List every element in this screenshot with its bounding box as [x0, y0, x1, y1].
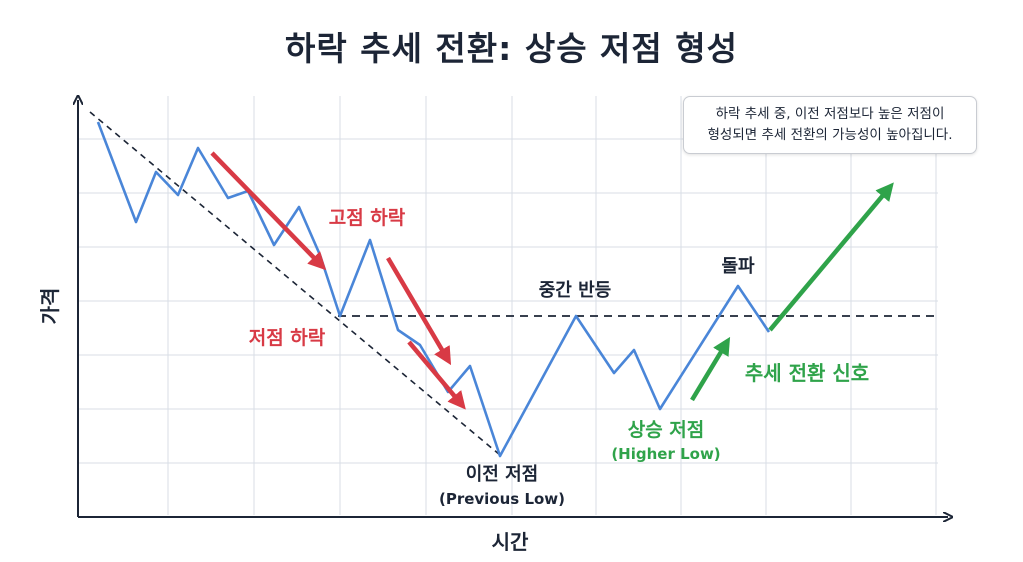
- note-line-2: 형성되면 추세 전환의 가능성이 높아집니다.: [707, 127, 953, 143]
- downtrend-dashed-line: [89, 111, 501, 456]
- page-title: 하락 추세 전환: 상승 저점 형성: [285, 29, 738, 68]
- higher-low-en-label: (Higher Low): [611, 445, 720, 463]
- lower-high-label: 고점 하락: [329, 207, 406, 229]
- previous-low-en-label: (Previous Low): [439, 490, 565, 508]
- lower-low-arrow: [407, 340, 466, 410]
- lower-high-arrow-2: [386, 256, 452, 366]
- y-axis-label: 가격: [38, 288, 62, 325]
- mid-rebound-label: 중간 반등: [539, 280, 612, 301]
- price-line: [96, 121, 771, 458]
- x-axis-label: 시간: [492, 530, 529, 554]
- breakout-arrow: [768, 182, 894, 332]
- lower-low-label: 저점 하락: [249, 327, 326, 349]
- note-line-1: 하락 추세 중, 이전 저점보다 높은 저점이: [715, 106, 945, 122]
- previous-low-label: 이전 저점: [466, 464, 539, 485]
- lower-high-arrow-1: [210, 151, 327, 271]
- higher-low-label: 상승 저점: [628, 419, 705, 441]
- breakout-label: 돌파: [721, 256, 755, 277]
- higher-low-arrow: [690, 336, 731, 402]
- grid: [78, 96, 938, 515]
- reversal-signal-label: 추세 전환 신호: [745, 361, 869, 385]
- explanation-note-box: 하락 추세 중, 이전 저점보다 높은 저점이 형성되면 추세 전환의 가능성이…: [683, 96, 977, 154]
